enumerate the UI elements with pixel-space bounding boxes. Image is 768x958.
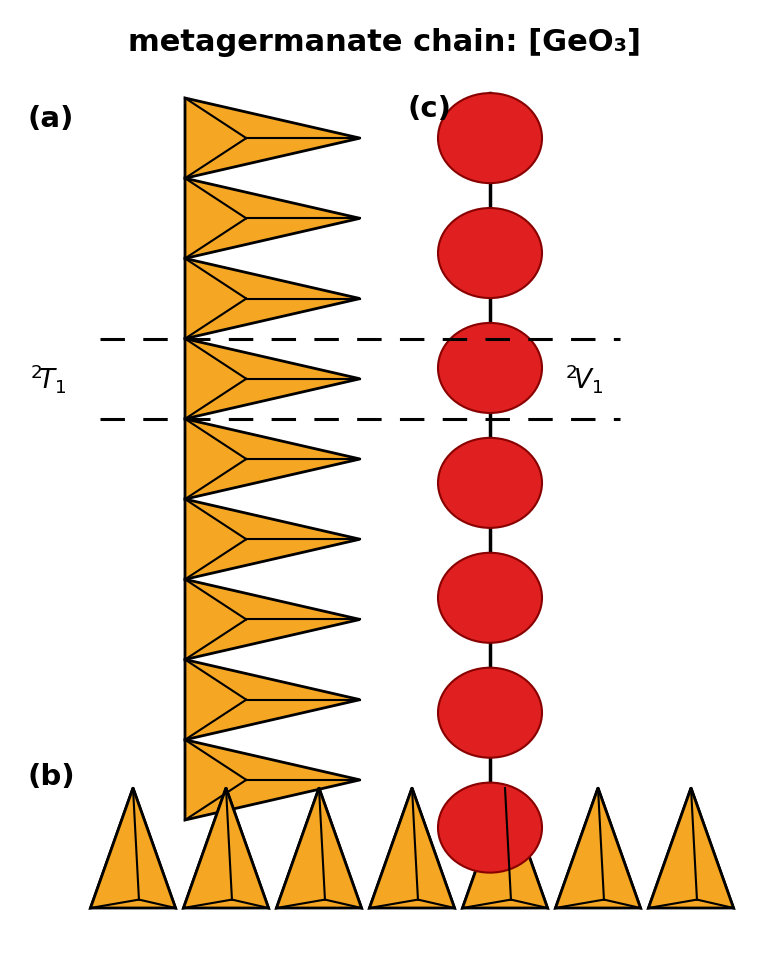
Polygon shape (185, 98, 360, 178)
Text: $^2\!V_1$: $^2\!V_1$ (565, 362, 604, 396)
Ellipse shape (438, 208, 542, 298)
Polygon shape (91, 788, 176, 908)
Polygon shape (185, 659, 360, 740)
Ellipse shape (438, 93, 542, 183)
Polygon shape (185, 339, 360, 419)
Text: (c): (c) (408, 95, 452, 123)
Polygon shape (462, 788, 511, 908)
Text: (a): (a) (28, 105, 74, 133)
Polygon shape (369, 788, 418, 908)
Polygon shape (555, 788, 641, 908)
Polygon shape (185, 740, 360, 820)
Polygon shape (319, 788, 362, 908)
Polygon shape (185, 178, 360, 259)
Polygon shape (412, 788, 455, 908)
Ellipse shape (438, 323, 542, 413)
Polygon shape (185, 259, 360, 339)
Ellipse shape (438, 553, 542, 643)
Polygon shape (185, 419, 360, 499)
Polygon shape (276, 788, 325, 908)
Text: metagermanate chain: [GeO₃]: metagermanate chain: [GeO₃] (127, 28, 641, 57)
Ellipse shape (438, 438, 542, 528)
Polygon shape (185, 499, 360, 580)
Polygon shape (184, 788, 232, 908)
Polygon shape (462, 788, 548, 908)
Ellipse shape (438, 783, 542, 873)
Polygon shape (276, 788, 362, 908)
Polygon shape (691, 788, 733, 908)
Text: (b): (b) (28, 763, 75, 791)
Polygon shape (505, 788, 548, 908)
Polygon shape (91, 788, 139, 908)
Polygon shape (648, 788, 697, 908)
Ellipse shape (438, 668, 542, 758)
Polygon shape (598, 788, 641, 908)
Polygon shape (185, 580, 360, 659)
Polygon shape (555, 788, 604, 908)
Polygon shape (184, 788, 269, 908)
Polygon shape (648, 788, 733, 908)
Polygon shape (226, 788, 269, 908)
Polygon shape (133, 788, 176, 908)
Text: $^2\!T_1$: $^2\!T_1$ (30, 362, 67, 396)
Polygon shape (369, 788, 455, 908)
